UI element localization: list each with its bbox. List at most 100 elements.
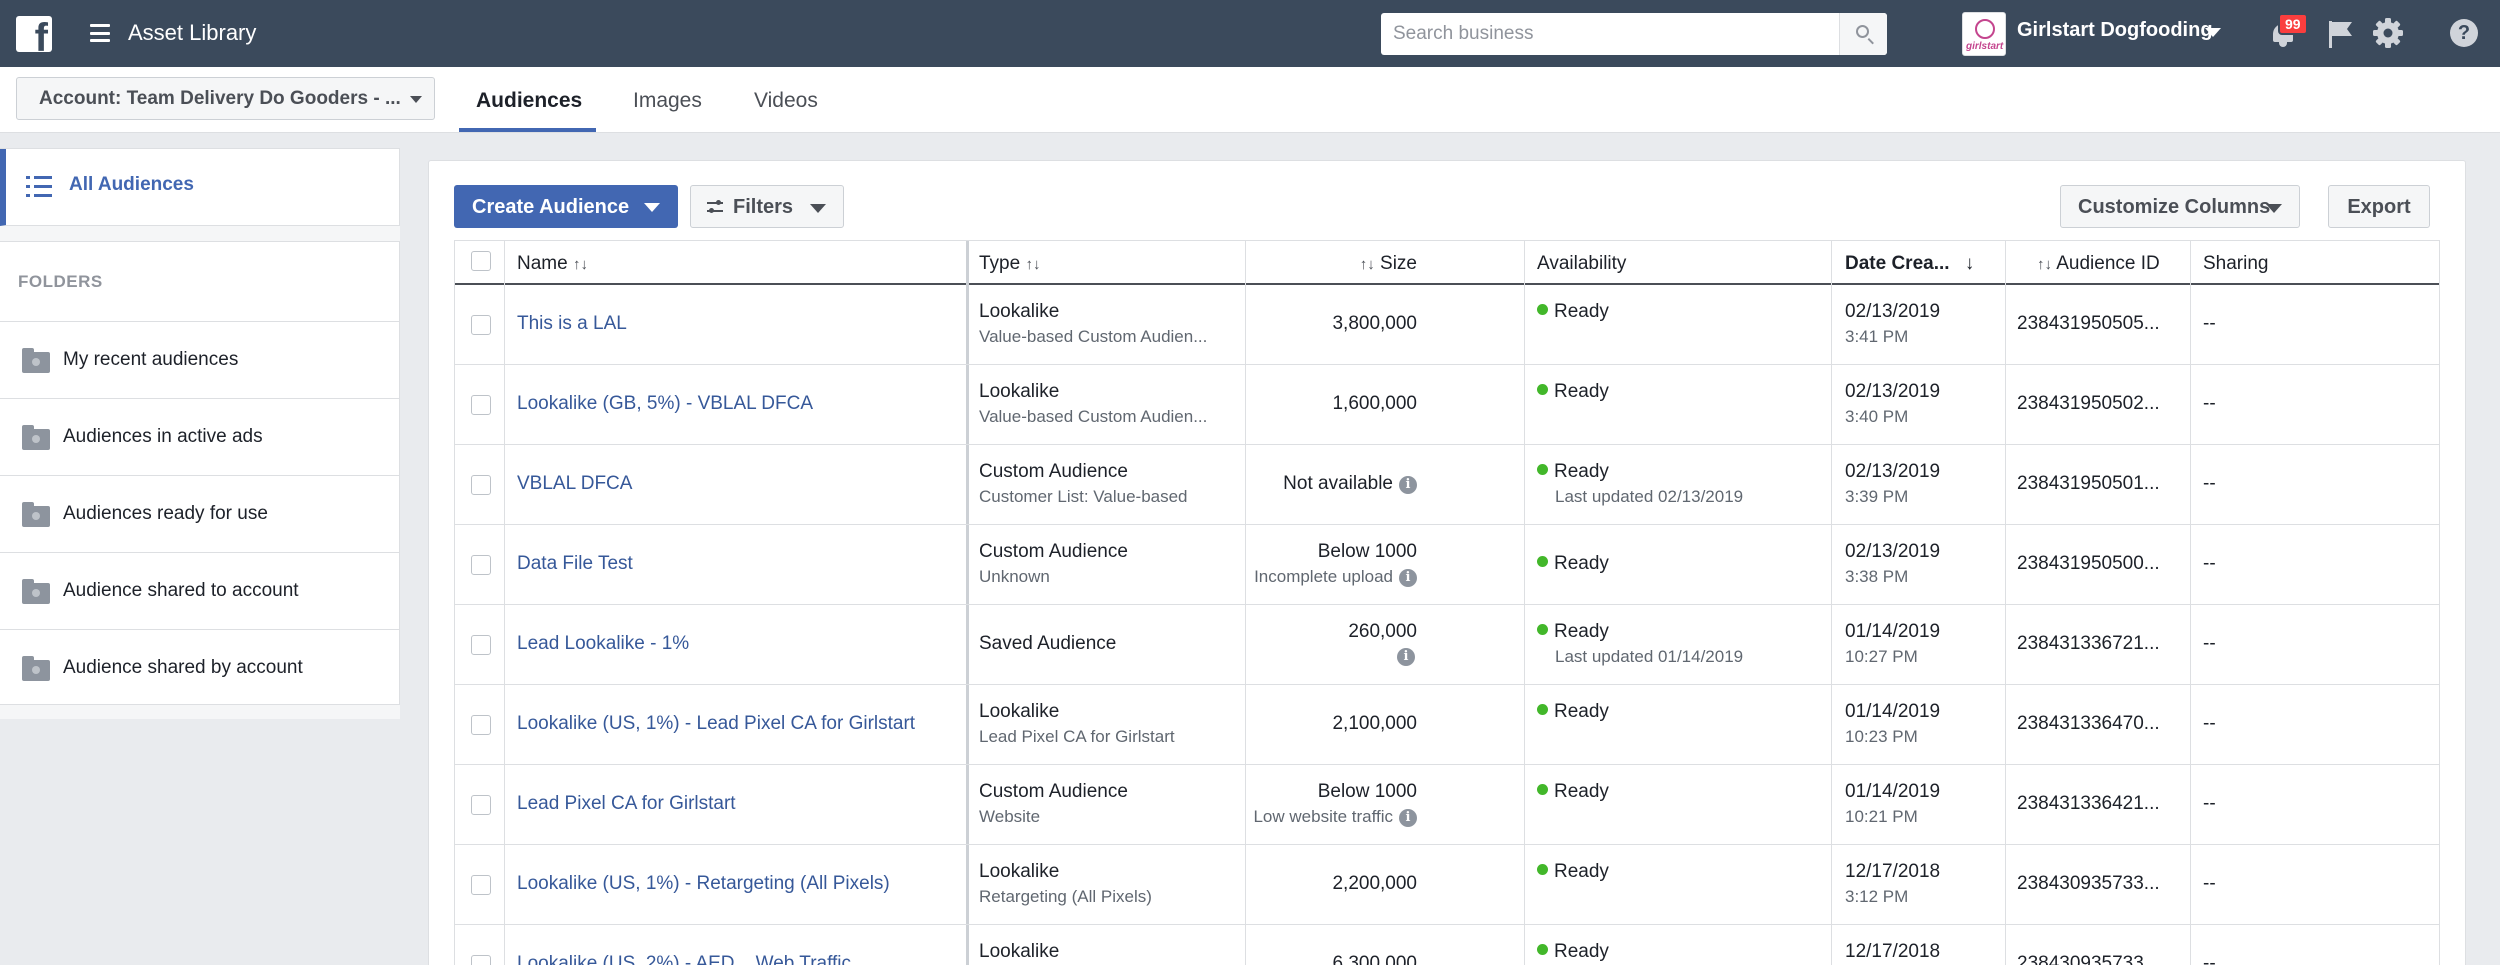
column-divider <box>1831 241 1832 965</box>
audience-size: Not available i <box>1283 473 1417 495</box>
row-checkbox[interactable] <box>471 875 491 895</box>
sub-header: Account: Team Delivery Do Gooders - ... … <box>0 67 2500 133</box>
date-created: 01/14/2019 <box>1845 781 1941 802</box>
chevron-down-icon[interactable] <box>2205 28 2221 37</box>
audience-name-link[interactable]: Lookalike (US, 2%) - AED... Web Traffic <box>517 953 852 965</box>
status-dot-icon <box>1537 864 1548 875</box>
audience-name-link[interactable]: Lead Lookalike - 1% <box>517 633 690 654</box>
hamburger-menu-icon[interactable] <box>90 24 110 42</box>
column-header-date-created[interactable]: Date Crea... ↓ <box>1845 253 1975 274</box>
row-checkbox[interactable] <box>471 315 491 335</box>
table-row[interactable]: Lead Pixel CA for Girlstart Custom Audie… <box>455 765 2439 845</box>
sidebar-folder-item[interactable]: Audiences in active ads <box>0 398 400 475</box>
info-icon[interactable]: i <box>1399 569 1417 587</box>
status-dot-icon <box>1537 384 1548 395</box>
row-checkbox[interactable] <box>471 475 491 495</box>
sort-icon: ↑↓ <box>1025 256 1041 273</box>
row-checkbox[interactable] <box>471 795 491 815</box>
column-header-availability[interactable]: Availability <box>1537 253 1627 274</box>
folder-icon <box>22 579 50 604</box>
help-icon[interactable]: ? <box>2450 19 2478 47</box>
sharing-value: -- <box>2203 553 2216 574</box>
time-created: 10:21 PM <box>1845 807 1918 826</box>
status-dot-icon <box>1537 784 1548 795</box>
info-icon[interactable]: i <box>1399 809 1417 827</box>
business-avatar-text: girlstart <box>1966 41 2004 52</box>
column-header-type[interactable]: Type ↑↓ <box>979 253 1041 274</box>
tab-images[interactable]: Images <box>633 89 702 112</box>
audience-name-link[interactable]: VBLAL DFCA <box>517 473 633 494</box>
info-icon[interactable]: i <box>1399 476 1417 494</box>
search-business-input[interactable] <box>1381 13 1839 55</box>
select-all-checkbox[interactable] <box>471 251 491 271</box>
row-checkbox[interactable] <box>471 555 491 575</box>
audience-name-link[interactable]: This is a LAL <box>517 313 627 334</box>
table-row[interactable]: Lead Lookalike - 1% Saved Audience 260,0… <box>455 605 2439 685</box>
audience-type: Lookalike <box>979 381 1060 402</box>
table-row[interactable]: Lookalike (US, 1%) - Retargeting (All Pi… <box>455 845 2439 925</box>
row-checkbox[interactable] <box>471 715 491 735</box>
date-created: 01/14/2019 <box>1845 621 1941 642</box>
create-audience-button[interactable]: Create Audience <box>454 185 678 228</box>
table-row[interactable]: This is a LAL Lookalike Value-based Cust… <box>455 285 2439 365</box>
availability-status: Ready <box>1537 781 1609 803</box>
audience-subtype: Retargeting (All Pixels) <box>979 887 1152 906</box>
notification-badge: 99 <box>2278 13 2308 35</box>
column-header-size[interactable]: ↑↓ Size <box>1359 253 1417 274</box>
table-row[interactable]: Lookalike (GB, 5%) - VBLAL DFCA Lookalik… <box>455 365 2439 445</box>
row-checkbox[interactable] <box>471 955 491 965</box>
sidebar-folder-item[interactable]: My recent audiences <box>0 321 400 398</box>
audience-name-link[interactable]: Lookalike (US, 1%) - Retargeting (All Pi… <box>517 873 890 894</box>
business-avatar[interactable]: girlstart <box>1962 12 2006 56</box>
availability-status: Ready <box>1537 941 1609 963</box>
availability-status: Ready <box>1537 381 1609 403</box>
chevron-down-icon <box>644 203 660 212</box>
date-created: 02/13/2019 <box>1845 301 1941 322</box>
time-created: 3:41 PM <box>1845 327 1909 346</box>
status-dot-icon <box>1537 556 1548 567</box>
audience-subtype: Value-based Custom Audien... <box>979 407 1208 426</box>
facebook-logo-icon[interactable]: f <box>16 16 52 52</box>
gear-icon[interactable] <box>2372 17 2404 49</box>
sharing-value: -- <box>2203 313 2216 334</box>
time-created: 3:12 PM <box>1845 887 1909 906</box>
table-row[interactable]: VBLAL DFCA Custom Audience Customer List… <box>455 445 2439 525</box>
status-dot-icon <box>1537 304 1548 315</box>
search-button[interactable] <box>1839 13 1887 55</box>
table-row[interactable]: Data File Test Custom Audience Unknown B… <box>455 525 2439 605</box>
sort-icon: ↑↓ <box>572 256 588 273</box>
row-checkbox[interactable] <box>471 635 491 655</box>
tab-audiences[interactable]: Audiences <box>476 89 583 112</box>
flag-icon[interactable] <box>2326 20 2354 48</box>
filter-sliders-icon <box>707 200 723 214</box>
sidebar-folder-item[interactable]: Audience shared by account <box>0 629 400 706</box>
audience-id: 238431336470... <box>2017 713 2160 734</box>
audience-size: Below 1000 <box>1317 541 1417 562</box>
account-selector[interactable]: Account: Team Delivery Do Gooders - ... <box>16 77 435 120</box>
export-button[interactable]: Export <box>2328 185 2430 228</box>
audience-subtype: Customer List: Value-based <box>979 487 1188 506</box>
filters-button[interactable]: Filters <box>690 185 844 228</box>
sidebar-folder-item[interactable]: Audiences ready for use <box>0 475 400 552</box>
audience-name-link[interactable]: Lookalike (US, 1%) - Lead Pixel CA for G… <box>517 713 916 734</box>
customize-columns-button[interactable]: Customize Columns <box>2060 185 2300 228</box>
column-header-audience-id[interactable]: ↑↓ Audience ID <box>2037 253 2160 274</box>
row-checkbox[interactable] <box>471 395 491 415</box>
column-header-sharing[interactable]: Sharing <box>2203 253 2269 274</box>
folder-icon <box>22 425 50 450</box>
date-created: 02/13/2019 <box>1845 461 1941 482</box>
table-row[interactable]: Lookalike (US, 1%) - Lead Pixel CA for G… <box>455 685 2439 765</box>
sidebar-folder-item[interactable]: Audience shared to account <box>0 552 400 629</box>
business-name[interactable]: Girlstart Dogfooding <box>2017 19 2213 41</box>
audience-id: 238431950505... <box>2017 313 2160 334</box>
sidebar-item-all-audiences[interactable]: All Audiences <box>0 149 400 226</box>
info-icon[interactable]: i <box>1397 648 1415 666</box>
date-created: 02/13/2019 <box>1845 541 1941 562</box>
audience-name-link[interactable]: Lookalike (GB, 5%) - VBLAL DFCA <box>517 393 814 414</box>
column-header-name[interactable]: Name ↑↓ <box>517 253 588 274</box>
audience-name-link[interactable]: Lead Pixel CA for Girlstart <box>517 793 736 814</box>
tab-videos[interactable]: Videos <box>754 89 818 112</box>
table-row[interactable]: Lookalike (US, 2%) - AED... Web Traffic … <box>455 925 2439 965</box>
audience-name-link[interactable]: Data File Test <box>517 553 633 574</box>
sharing-value: -- <box>2203 473 2216 494</box>
